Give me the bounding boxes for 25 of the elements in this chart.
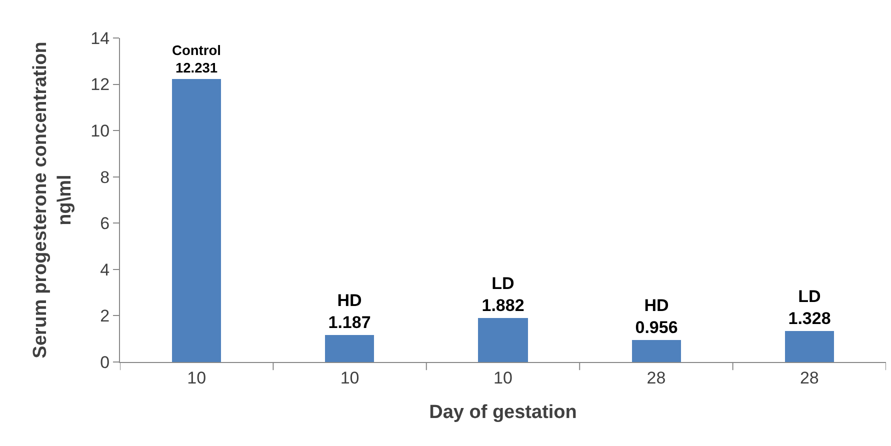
data-label: LD 1.328: [788, 286, 831, 328]
bar: [478, 318, 528, 362]
data-label: LD 1.882: [482, 274, 524, 315]
data-label: Control 12.231: [172, 42, 221, 76]
bar: [785, 331, 834, 362]
x-tick-label: 28: [800, 368, 819, 388]
x-tick-label: 10: [187, 368, 206, 388]
y-tick-label: 10: [90, 122, 110, 141]
x-tick-label: 10: [340, 368, 360, 388]
y-tick-label: 6: [100, 214, 110, 234]
y-tick-label: 12: [90, 75, 110, 94]
y-tick-label: 4: [100, 260, 110, 280]
y-tick-label: 0: [100, 352, 110, 372]
data-label: HD 1.187: [328, 290, 371, 332]
x-tick-label: 28: [646, 368, 666, 388]
y-tick-label: 8: [100, 168, 110, 187]
bar: [632, 340, 681, 362]
data-label: HD 0.956: [635, 296, 678, 337]
y-axis-title: Serum progesterone concentration ng\ml: [30, 42, 76, 358]
x-axis-title: Day of gestation: [429, 402, 577, 424]
bar: [325, 335, 374, 362]
y-tick-label: 2: [100, 306, 110, 326]
bar: [172, 79, 221, 362]
x-tick-label: 10: [494, 368, 512, 388]
y-tick-label: 14: [90, 28, 110, 48]
